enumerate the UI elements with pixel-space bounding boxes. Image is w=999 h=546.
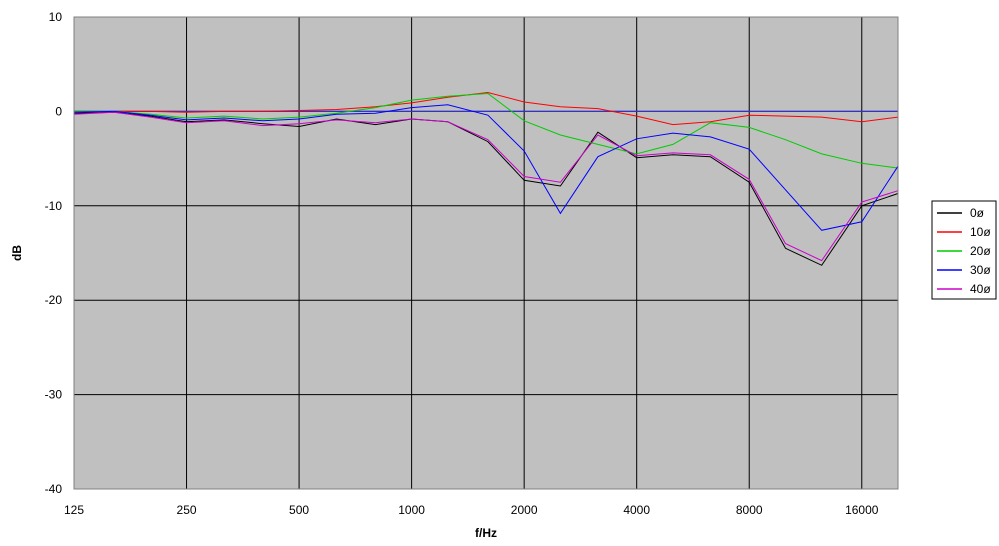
x-tick-label: 500	[289, 503, 309, 517]
legend: 0ø 10ø 20ø 30ø 40ø	[931, 200, 997, 300]
legend-box	[931, 200, 997, 300]
x-tick-label: 4000	[623, 503, 650, 517]
plot-area	[74, 17, 898, 489]
x-tick-label: 8000	[736, 503, 763, 517]
legend-items: 0ø 10ø 20ø 30ø 40ø	[937, 206, 991, 296]
x-tick-label: 125	[64, 503, 84, 517]
x-tick-label: 2000	[511, 503, 538, 517]
series-lines	[73, 91, 899, 266]
legend-label: 10ø	[970, 225, 991, 239]
series-line-3	[73, 104, 899, 231]
y-tick-label: -10	[45, 199, 63, 213]
legend-label: 40ø	[970, 282, 991, 296]
series-line-4	[73, 111, 899, 262]
series-line-2	[74, 92, 899, 169]
legend-label: 20ø	[970, 244, 991, 258]
y-tick-label: -30	[45, 388, 63, 402]
legend-label: 0ø	[970, 206, 985, 220]
series-line-1	[73, 91, 899, 126]
y-tick-label: -20	[45, 293, 63, 307]
plot-border	[73, 16, 899, 490]
series-line-0	[73, 111, 899, 266]
legend-label: 30ø	[970, 263, 991, 277]
x-tick-label: 1000	[398, 503, 425, 517]
y-tick-labels: 10 0 -10 -20 -30 -40	[45, 10, 63, 496]
x-tick-label: 16000	[845, 503, 879, 517]
y-tick-label: 0	[55, 104, 62, 118]
y-axis-label: dB	[10, 245, 24, 261]
x-tick-label: 250	[177, 503, 197, 517]
x-tick-labels: 125 250 500 1000 2000 4000 8000 16000	[64, 503, 879, 517]
y-tick-label: 10	[49, 10, 63, 24]
x-axis-label: f/Hz	[475, 526, 497, 540]
y-tick-label: -40	[45, 482, 63, 496]
